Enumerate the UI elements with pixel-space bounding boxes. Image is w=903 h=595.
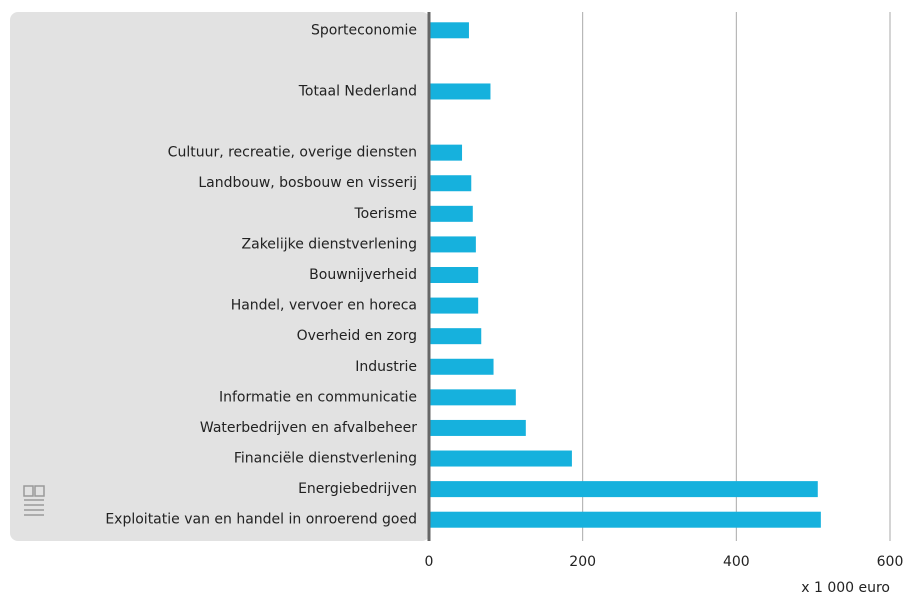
y-tick-label: Financiële dienstverlening	[234, 451, 417, 467]
label-panel	[10, 12, 430, 541]
logo	[23, 485, 45, 516]
bar	[429, 267, 479, 283]
y-tick-label: Overheid en zorg	[297, 328, 417, 344]
bar	[429, 144, 463, 161]
y-tick-label: Landbouw, bosbouw en visserij	[198, 175, 417, 191]
bar	[429, 511, 821, 528]
x-axis-label: x 1 000 euro	[801, 580, 890, 595]
bar	[429, 205, 473, 222]
bar	[429, 175, 472, 192]
y-tick-label: Toerisme	[353, 206, 417, 222]
y-tick-label: Energiebedrijven	[298, 481, 417, 497]
bar	[429, 481, 818, 498]
y-tick-label: Exploitatie van en handel in onroerend g…	[105, 512, 417, 528]
bar	[429, 83, 491, 100]
bar	[429, 236, 476, 253]
y-tick-label: Zakelijke dienstverlening	[242, 236, 417, 252]
y-tick-label: Sporteconomie	[311, 22, 417, 38]
bar	[429, 389, 516, 406]
x-tick-label: 0	[425, 554, 434, 570]
bar	[429, 450, 572, 467]
y-tick-label: Totaal Nederland	[298, 83, 417, 99]
y-tick-label: Bouwnijverheid	[309, 267, 417, 283]
bar	[429, 419, 526, 436]
y-tick-label: Handel, vervoer en horeca	[231, 298, 417, 314]
x-tick-label: 600	[877, 554, 903, 570]
bar	[429, 297, 479, 314]
y-tick-label: Industrie	[355, 359, 417, 375]
bar	[429, 328, 482, 345]
x-tick-label: 200	[569, 554, 596, 570]
x-tick-label: 400	[723, 554, 750, 570]
bar	[429, 358, 494, 375]
bar	[429, 22, 469, 39]
y-tick-label: Informatie en communicatie	[219, 389, 417, 405]
y-tick-label: Cultuur, recreatie, overige diensten	[168, 145, 417, 161]
y-tick-label: Waterbedrijven en afvalbeheer	[200, 420, 417, 436]
